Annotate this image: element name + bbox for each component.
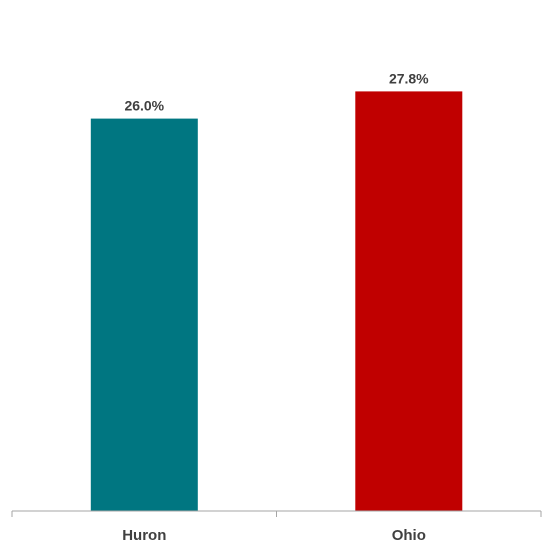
x-tick-label-ohio: Ohio bbox=[392, 527, 426, 544]
bars-group bbox=[90, 91, 463, 512]
x-axis-tick-labels: Huron Ohio bbox=[122, 527, 426, 544]
value-label-ohio: 27.8% bbox=[389, 70, 429, 86]
x-tick-label-huron: Huron bbox=[122, 527, 166, 544]
x-axis-ticks bbox=[11, 511, 542, 517]
value-label-huron: 26.0% bbox=[124, 98, 164, 114]
bar-ohio bbox=[355, 91, 463, 512]
bar-huron bbox=[90, 118, 198, 511]
value-labels-group: 26.0% 27.8% bbox=[124, 70, 429, 113]
